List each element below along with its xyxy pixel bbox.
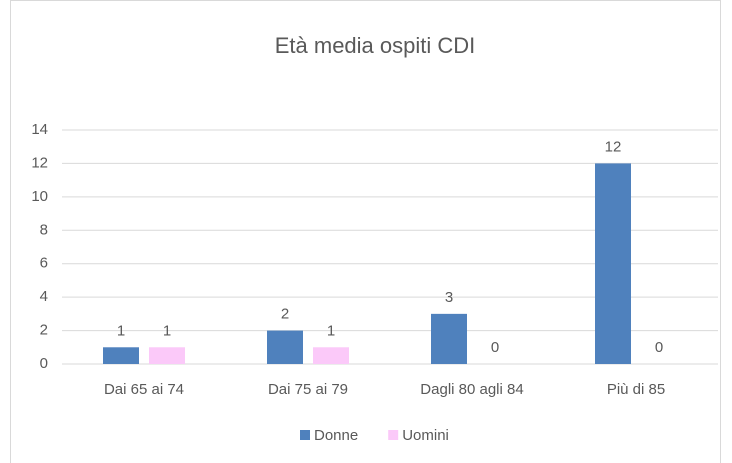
x-tick-label: Dai 75 ai 79 [268,381,348,398]
x-tick-label: Dagli 80 agli 84 [420,381,523,398]
y-tick-label: 2 [40,322,48,339]
data-label: 0 [491,339,499,356]
data-label: 1 [327,322,335,339]
y-tick-label: 0 [40,355,48,372]
y-tick-label: 10 [31,188,48,205]
data-label: 3 [445,289,453,306]
bar [431,313,467,364]
legend-swatch [300,430,310,440]
y-tick-label: 6 [40,255,48,272]
y-tick-label: 12 [31,154,48,171]
bar [267,330,303,364]
data-label: 0 [655,339,663,356]
data-label: 1 [117,322,125,339]
x-tick-label: Più di 85 [607,381,665,398]
y-tick-label: 8 [40,221,48,238]
bar [313,347,349,364]
data-label: 1 [163,322,171,339]
data-label: 2 [281,306,289,323]
bar [149,347,185,364]
x-tick-label: Dai 65 ai 74 [104,381,184,398]
y-tick-label: 14 [31,121,48,138]
legend-swatch [388,430,399,440]
chart-title: Età media ospiti CDI [275,33,476,58]
legend-label: Donne [314,427,358,444]
legend-label: Uomini [402,427,449,444]
bar [103,347,139,364]
bar [595,163,631,364]
data-label: 12 [605,138,622,155]
y-tick-label: 4 [40,288,48,305]
